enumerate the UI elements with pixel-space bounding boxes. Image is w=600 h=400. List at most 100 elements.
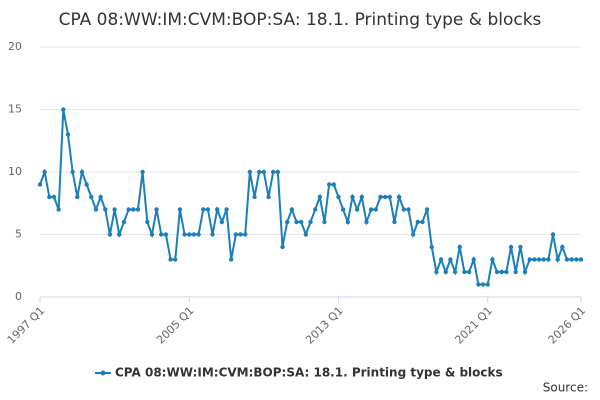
point	[51, 194, 57, 200]
point	[392, 219, 397, 225]
point	[243, 232, 248, 237]
point	[336, 194, 341, 200]
point	[364, 219, 369, 225]
y-tick-label: 15	[8, 103, 22, 116]
point	[261, 169, 267, 175]
point	[182, 232, 187, 237]
legend-label: CPA 08:WW:IM:CVM:BOP:SA: 18.1. Printing …	[115, 366, 503, 380]
point	[532, 257, 537, 262]
point	[89, 194, 94, 200]
point	[406, 207, 411, 212]
point	[578, 257, 584, 262]
point	[368, 207, 374, 212]
point	[47, 194, 52, 200]
point	[513, 269, 518, 275]
source: Source:	[543, 381, 588, 395]
point	[56, 207, 61, 212]
point	[569, 257, 574, 262]
point	[354, 207, 360, 212]
point	[522, 269, 528, 275]
point	[485, 282, 490, 287]
point	[229, 257, 234, 262]
point	[103, 207, 108, 212]
point	[312, 207, 318, 212]
point	[154, 207, 159, 212]
x-tick-label: 2026 Q1	[546, 304, 589, 347]
point	[196, 232, 201, 237]
point	[145, 219, 150, 225]
point	[555, 257, 560, 262]
y-tick-label: 5	[15, 228, 22, 241]
point	[438, 257, 444, 262]
point	[173, 257, 178, 262]
point	[84, 182, 89, 187]
point	[378, 194, 383, 200]
point	[536, 257, 542, 262]
point	[256, 169, 262, 175]
point	[466, 269, 472, 275]
point	[410, 232, 416, 237]
x-tick-label: 2013 Q1	[303, 304, 346, 347]
point	[331, 182, 337, 187]
point	[476, 282, 481, 287]
point	[499, 269, 504, 275]
point	[550, 232, 556, 237]
point	[205, 207, 211, 212]
point	[429, 244, 434, 250]
point	[308, 219, 313, 225]
point	[289, 207, 295, 212]
point	[42, 169, 47, 175]
point	[215, 207, 220, 212]
point	[224, 207, 229, 212]
y-tick-label: 10	[8, 165, 22, 178]
point	[247, 169, 253, 175]
point	[177, 207, 183, 212]
point	[382, 194, 388, 200]
point	[527, 257, 532, 262]
point	[93, 207, 99, 212]
x-tick-label: 2005 Q1	[154, 304, 197, 347]
point	[471, 257, 476, 262]
x-tick-label: 1997 Q1	[5, 304, 48, 347]
point	[494, 269, 500, 275]
y-tick-label: 0	[15, 290, 22, 303]
point	[508, 244, 514, 250]
legend-marker	[100, 370, 106, 376]
point	[266, 194, 271, 200]
point	[149, 232, 155, 237]
point	[480, 282, 486, 287]
point	[303, 232, 309, 237]
point	[298, 219, 304, 225]
point	[163, 232, 169, 237]
point	[37, 182, 43, 187]
point	[415, 219, 420, 225]
point	[317, 194, 323, 200]
point	[434, 269, 439, 275]
point	[359, 194, 365, 200]
point	[457, 244, 462, 250]
point	[420, 219, 425, 225]
point	[191, 232, 197, 237]
point	[541, 257, 546, 262]
point	[107, 232, 113, 237]
point	[345, 219, 351, 225]
point	[340, 207, 346, 212]
point	[448, 257, 453, 262]
chart-title: CPA 08:WW:IM:CVM:BOP:SA: 18.1. Printing …	[59, 10, 542, 30]
point	[462, 269, 467, 275]
point	[350, 194, 355, 200]
point	[61, 107, 66, 112]
point	[131, 207, 136, 212]
point	[401, 207, 406, 212]
point	[387, 194, 392, 200]
point	[518, 244, 523, 250]
point	[396, 194, 402, 200]
point	[112, 207, 117, 212]
point	[326, 182, 332, 187]
point	[504, 269, 509, 275]
point	[135, 207, 141, 212]
point	[546, 257, 551, 262]
point	[560, 244, 565, 250]
point	[238, 232, 243, 237]
